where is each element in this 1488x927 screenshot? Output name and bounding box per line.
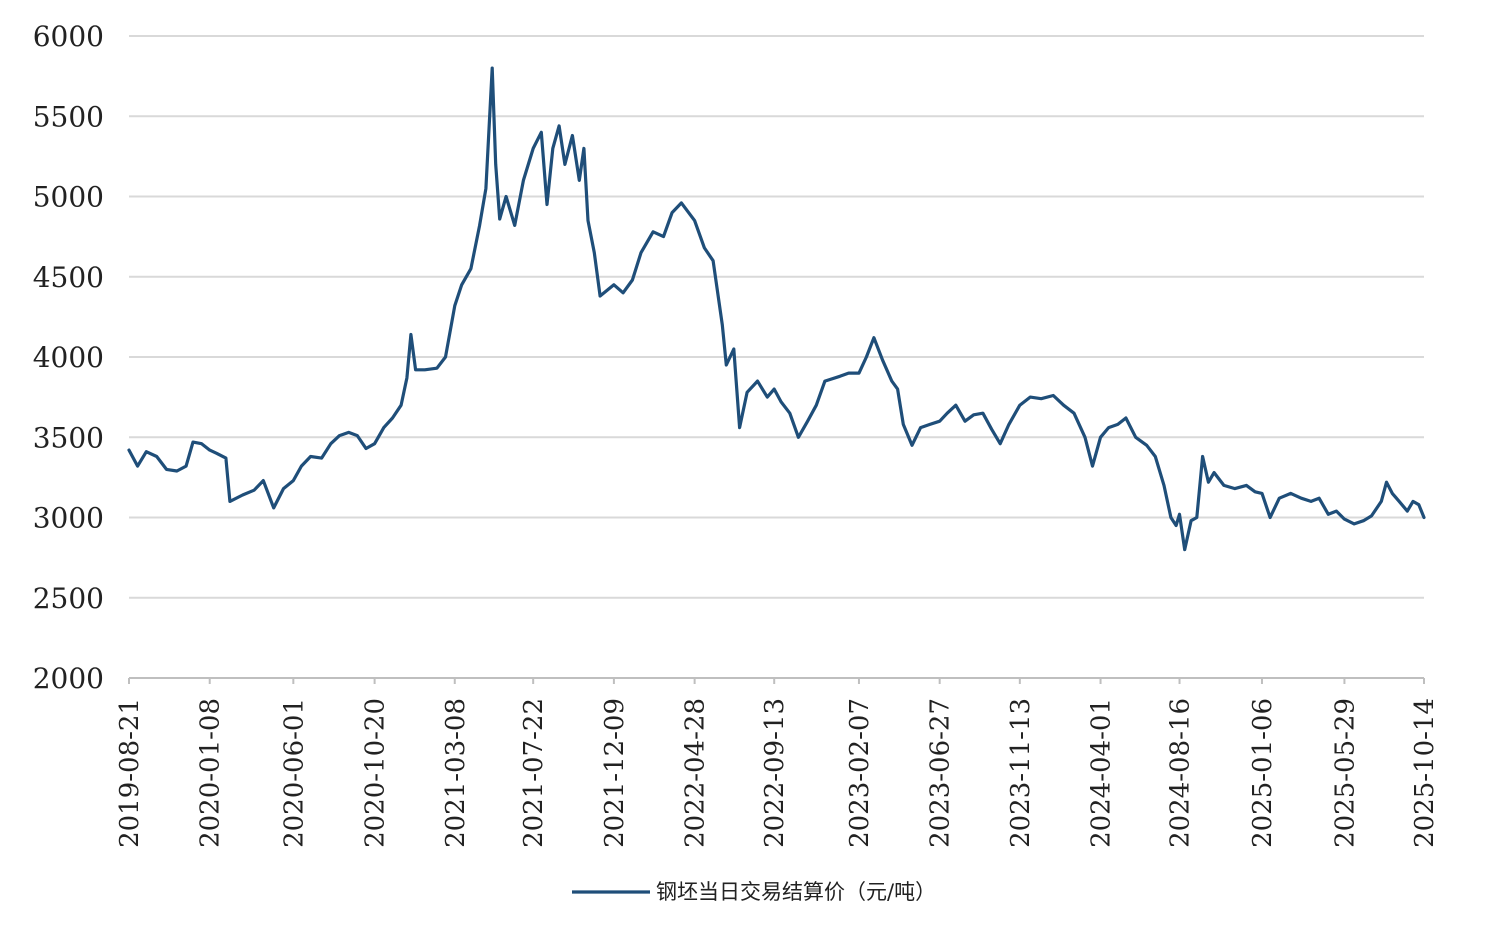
x-axis-ticks: 2019-08-21 2020-01-08 2020-06-01 2020-10-20… <box>115 678 1440 848</box>
y-tick-label: 5000 <box>33 181 104 214</box>
x-tick-label: 2021-07-22 <box>519 698 549 848</box>
x-tick-label: 2025-10-14 <box>1410 698 1440 848</box>
series-line-steel-billet-price <box>127 66 1426 552</box>
x-tick-label: 2020-10-20 <box>361 698 391 848</box>
x-tick-label: 2021-03-08 <box>441 698 471 848</box>
y-tick-label: 4000 <box>33 341 104 374</box>
x-tick-label: 2022-09-13 <box>760 698 790 848</box>
x-tick-label: 2020-06-01 <box>279 698 309 848</box>
x-tick-label: 2025-05-29 <box>1330 698 1360 848</box>
y-tick-label: 2000 <box>33 662 104 695</box>
legend: 钢坯当日交易结算价（元/吨） <box>572 880 936 904</box>
x-tick-label: 2024-04-01 <box>1087 698 1117 848</box>
x-tick-label: 2020-01-08 <box>196 698 226 848</box>
gridlines <box>129 35 1424 679</box>
x-tick-label: 2025-01-06 <box>1248 698 1278 848</box>
y-tick-label: 3500 <box>33 421 104 454</box>
x-tick-label: 2023-06-27 <box>926 698 956 848</box>
legend-label: 钢坯当日交易结算价（元/吨） <box>656 880 936 904</box>
x-tick-label: 2022-04-28 <box>681 698 711 848</box>
x-tick-label: 2024-08-16 <box>1166 698 1196 848</box>
y-tick-label: 4500 <box>33 261 104 294</box>
x-tick-label: 2023-11-13 <box>1006 698 1036 848</box>
y-axis-ticks: 6000 5500 5000 4500 4000 3500 3000 2500 2000 <box>33 20 104 695</box>
x-tick-label: 2021-12-09 <box>600 698 630 848</box>
y-tick-label: 5500 <box>33 100 104 133</box>
y-tick-label: 3000 <box>33 502 104 535</box>
x-tick-label: 2019-08-21 <box>115 698 145 848</box>
y-tick-label: 2500 <box>33 582 104 615</box>
y-tick-label: 6000 <box>33 20 104 53</box>
x-tick-label: 2023-02-07 <box>845 698 875 848</box>
